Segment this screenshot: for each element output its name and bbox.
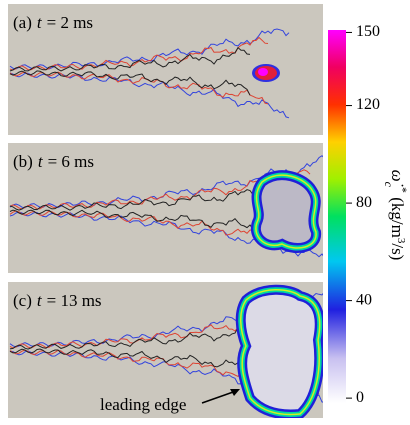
flame-front	[240, 289, 321, 416]
panel-value: = 6 ms	[48, 152, 94, 171]
panel: (a) t = 2 ms	[8, 4, 323, 135]
annotation: leading edge	[100, 395, 186, 414]
colorbar-ticks: 0 40 80 120 150	[346, 23, 380, 406]
panel-value: = 2 ms	[47, 13, 93, 32]
contours	[9, 284, 323, 418]
flame-front	[255, 174, 317, 249]
contour-line	[9, 182, 289, 211]
panel-variable: t	[37, 291, 43, 310]
arrow-head	[230, 389, 240, 396]
flame-interior	[255, 175, 317, 248]
panel-label: (c) t = 13 ms	[13, 291, 102, 310]
contours	[9, 28, 290, 119]
panel-value: = 13 ms	[47, 291, 102, 310]
panel: (b) t = 6 ms	[8, 143, 323, 273]
tick-label: 120	[356, 96, 380, 113]
contour-line	[9, 70, 251, 96]
tick-label: 0	[356, 389, 364, 406]
flame-peak	[258, 68, 268, 76]
panel-letter: (b)	[13, 152, 33, 171]
contours	[9, 155, 323, 258]
tick-label: 150	[356, 23, 380, 40]
contour-line	[9, 46, 251, 72]
contour-line	[9, 71, 269, 105]
flame-interior	[240, 289, 320, 415]
panel: (c) t = 13 ms	[8, 282, 323, 418]
panel-letter: (c)	[13, 291, 32, 310]
colorbar	[328, 30, 346, 403]
tick-label: 80	[356, 194, 372, 211]
annotation-arrow	[201, 390, 237, 404]
panel-variable: t	[37, 13, 43, 32]
panels: (a) t = 2 ms(b) t = 6 ms(c) t = 13 ms	[8, 4, 323, 418]
tick-label: 40	[356, 291, 372, 308]
contour-line	[9, 36, 269, 71]
panel-label: (b) t = 6 ms	[13, 152, 94, 171]
colorbar-label: ω̇c* (kg/m3/s)	[382, 170, 410, 261]
panel-variable: t	[38, 152, 44, 171]
panel-letter: (a)	[13, 13, 32, 32]
contour-line	[9, 209, 290, 234]
panel-label: (a) t = 2 ms	[13, 13, 93, 32]
contour-line	[9, 72, 290, 119]
